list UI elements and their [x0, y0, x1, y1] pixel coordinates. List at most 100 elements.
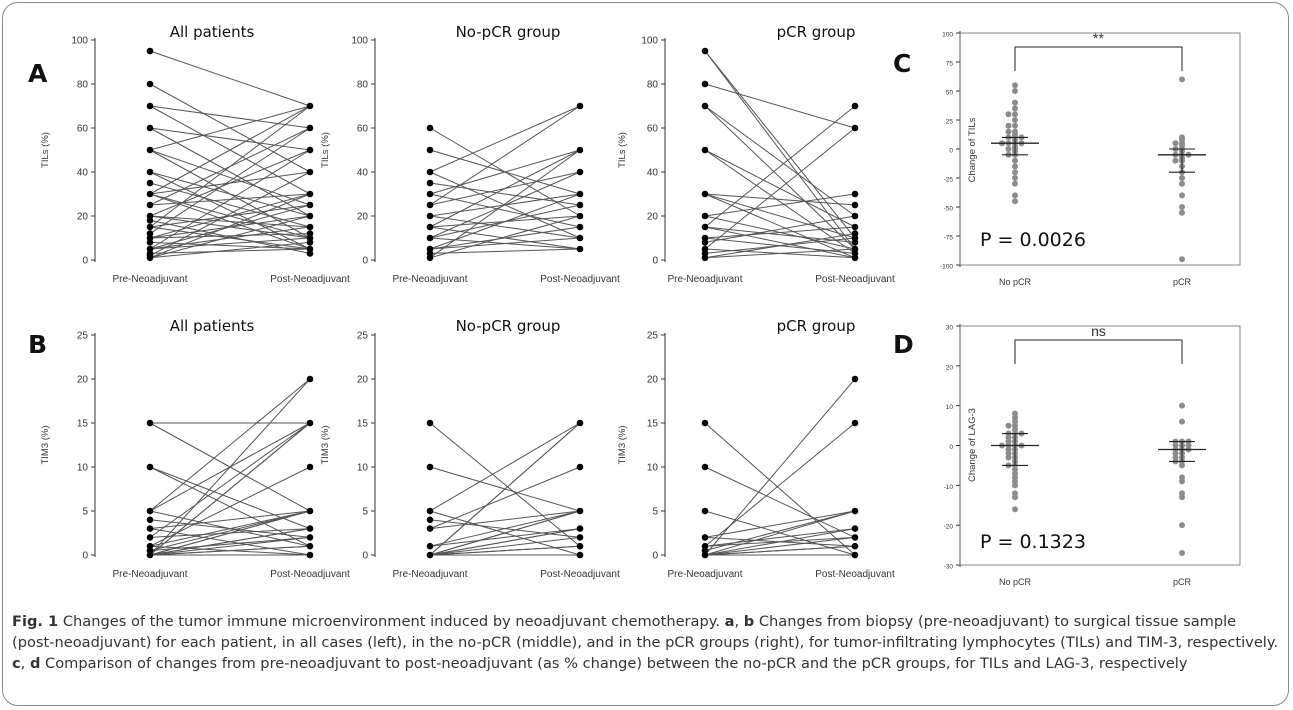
pre-point: [426, 124, 434, 132]
pre-point: [146, 525, 154, 532]
post-point: [576, 223, 584, 231]
pre-point: [146, 534, 154, 541]
y-tick-label: -100: [940, 264, 953, 271]
pre-point: [146, 146, 154, 154]
post-point: [576, 542, 584, 550]
post-point: [576, 146, 584, 154]
y-tick-label: 60: [647, 124, 659, 135]
data-point: [1012, 122, 1018, 129]
pre-point: [146, 507, 154, 515]
y-tick-label: 25: [357, 331, 369, 342]
patient-line: [149, 105, 311, 228]
pre-point: [426, 179, 434, 187]
patient-line: [429, 528, 581, 547]
post-point: [306, 230, 314, 237]
data-point: [1012, 105, 1018, 112]
y-tick-label: 50: [946, 90, 954, 97]
data-point: [1179, 209, 1185, 216]
patient-line: [429, 149, 581, 195]
patient-line: [149, 182, 311, 228]
post-point: [576, 525, 584, 532]
patient-line: [149, 378, 311, 556]
y-tick-label: 80: [357, 80, 369, 91]
x-tick-label: Pre-Neoadjuvant: [667, 569, 742, 580]
post-point: [576, 201, 584, 209]
pre-point: [426, 463, 434, 471]
panel-letter-a: A: [28, 59, 48, 88]
y-tick-label: 5: [82, 507, 88, 518]
post-point: [851, 254, 859, 262]
y-tick-label: 10: [357, 463, 369, 474]
data-point: [1012, 494, 1018, 501]
data-point: [1012, 180, 1018, 187]
pre-point: [146, 516, 154, 524]
pre-point: [426, 516, 434, 524]
y-tick-label: -30: [944, 564, 954, 571]
patient-line: [149, 422, 311, 556]
x-tick-label: Post-Neoadjuvant: [815, 274, 895, 285]
y-tick-label: 100: [71, 36, 88, 47]
data-point: [1012, 163, 1018, 170]
patient-line: [704, 105, 856, 250]
patient-line: [429, 171, 581, 239]
y-tick-label: 0: [652, 551, 658, 562]
pre-point: [146, 547, 154, 554]
p-value: P = 0.1323: [980, 531, 1086, 553]
plot-frame: [959, 325, 1241, 566]
pre-point: [701, 223, 709, 231]
pre-point: [426, 254, 434, 262]
patient-line: [149, 536, 311, 556]
y-tick-label: 5: [652, 507, 658, 518]
y-axis-label: TILs (%): [320, 132, 331, 168]
post-point: [306, 168, 314, 176]
post-point: [851, 212, 859, 220]
patient-line: [704, 105, 856, 228]
post-point: [576, 234, 584, 242]
y-tick-label: 80: [77, 80, 89, 91]
caption-sep-2: ,: [20, 655, 30, 672]
plot-frame: [959, 32, 1241, 266]
post-point: [851, 525, 859, 532]
data-point: [1179, 550, 1185, 557]
patient-line: [149, 241, 311, 259]
pre-point: [426, 507, 434, 515]
x-tick-label: Pre-Neoadjuvant: [112, 569, 187, 580]
y-tick-label: 20: [357, 212, 369, 223]
patient-line: [429, 422, 581, 512]
panel-b1: B All patients 0 5 10 15 20 25 TIM3 (%) Pre-Neoad…: [28, 317, 350, 580]
y-tick-label: 80: [647, 80, 659, 91]
patient-line: [149, 105, 311, 151]
post-point: [306, 250, 314, 257]
patient-line: [704, 149, 856, 254]
x-tick-label: Post-Neoadjuvant: [270, 569, 350, 580]
patient-line: [704, 83, 856, 129]
patient-line: [149, 204, 311, 250]
x-tick-label: Post-Neoadjuvant: [540, 569, 620, 580]
pre-point: [426, 212, 434, 220]
patient-line: [704, 50, 856, 250]
panel-c: C -100 -75 -50 -25 0 25 50 75 100 Change of TILs **…: [893, 30, 1241, 287]
panel-a1: A All patients 0 20 40 60 80 100 TILs (%) Pre-Neo…: [28, 23, 350, 285]
patient-line: [704, 528, 856, 547]
patient-line: [149, 127, 311, 151]
post-point: [851, 201, 859, 209]
patient-line: [429, 215, 581, 259]
x-tick-label: No pCR: [999, 577, 1032, 587]
patient-line: [704, 378, 856, 556]
data-point: [1012, 111, 1018, 118]
data-point: [1179, 402, 1185, 409]
data-point: [1179, 418, 1185, 425]
post-point: [306, 542, 314, 550]
post-point: [576, 534, 584, 541]
post-point: [851, 542, 859, 550]
post-point: [306, 146, 314, 154]
pre-point: [146, 254, 154, 262]
patient-line: [429, 193, 581, 250]
post-point: [306, 507, 314, 515]
data-point: [1179, 180, 1185, 187]
post-point: [576, 551, 584, 559]
x-tick-label: Post-Neoadjuvant: [540, 274, 620, 285]
patient-line: [704, 536, 856, 556]
post-point: [306, 102, 314, 110]
post-point: [576, 102, 584, 110]
